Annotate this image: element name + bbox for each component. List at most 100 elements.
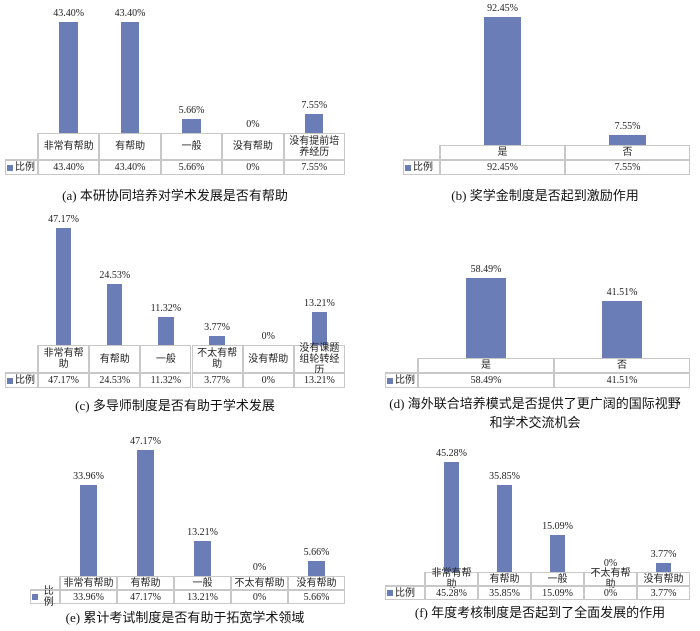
data-label: 43.40% [114, 8, 146, 19]
bar [483, 17, 522, 145]
legend-cell: 比例 [385, 373, 418, 388]
category-cell: 非常有帮助 [60, 576, 117, 590]
category-cell: 是 [418, 358, 554, 373]
data-label: 58.49% [470, 264, 502, 275]
category-cell: 不太有帮助 [231, 576, 288, 590]
value-cell: 3.77% [191, 373, 243, 388]
table-corner [385, 572, 425, 586]
value-cell: 7.55% [565, 160, 690, 175]
legend-label: 比例 [413, 162, 433, 173]
caption: (c) 多导师制度是否有助于学术发展 [75, 398, 275, 413]
data-label: 15.09% [542, 521, 573, 533]
category-cell: 没有帮助 [288, 576, 345, 590]
value-cell: 92.45% [440, 160, 565, 175]
bar [443, 462, 460, 572]
category-cell: 一般 [174, 576, 231, 590]
category-cell: 否 [554, 358, 690, 373]
category-cell: 非常有帮助 [425, 568, 478, 590]
value-cell: 0% [242, 373, 294, 388]
data-label: 0% [261, 331, 275, 342]
value-cell: 5.66% [160, 160, 223, 175]
value-cell: 13.21% [293, 373, 345, 388]
category-cell: 没有帮助 [242, 345, 294, 373]
category-cell: 非常有帮助 [38, 133, 100, 160]
data-label: 43.40% [53, 8, 85, 19]
value-cell: 15.09% [531, 586, 584, 600]
data-label: 11.32% [150, 302, 182, 314]
data-label: 5.66% [178, 104, 205, 116]
legend-swatch [7, 164, 13, 171]
value-cell: 0% [222, 160, 284, 175]
bar [496, 484, 513, 572]
value-cell: 58.49% [418, 373, 554, 388]
category-cell: 有帮助 [99, 133, 161, 160]
data-label: 47.17% [48, 214, 79, 225]
value-cell: 0% [231, 590, 288, 604]
legend-swatch [387, 590, 393, 596]
value-cell: 5.66% [288, 590, 345, 604]
data-label: 5.66% [303, 546, 330, 558]
value-cell: 47.17% [38, 373, 90, 388]
table-corner [385, 358, 418, 373]
legend-cell: 比例 [5, 373, 38, 388]
caption: (b) 奖学金制度是否起到激励作用 [451, 188, 639, 203]
category-cell: 有帮助 [89, 345, 141, 373]
bar [120, 22, 140, 133]
category-cell: 没有提前培养经历 [283, 133, 345, 160]
legend-label: 比例 [395, 587, 415, 599]
data-label: 24.53% [99, 270, 131, 282]
bar [549, 535, 566, 572]
legend-cell: 比例 [403, 160, 440, 175]
bar [193, 540, 212, 576]
caption: (f) 年度考核制度是否起到了全面发展的作用 [414, 605, 666, 620]
caption: (d) 海外联合培养模式是否提供了更广阔的国际视野和学术交流机会 [389, 396, 681, 430]
bar [55, 228, 72, 345]
category-cell: 不太有帮助 [191, 345, 243, 373]
legend-swatch [405, 164, 411, 171]
legend-label: 比例 [395, 375, 415, 386]
data-label: 7.55% [614, 120, 641, 132]
table-corner [403, 145, 440, 160]
category-cell: 没有帮助 [222, 133, 284, 160]
data-label: 41.51% [606, 287, 638, 299]
caption: (a) 本研协同培养对学术发展是否有帮助 [62, 188, 288, 203]
category-cell: 一般 [531, 572, 584, 586]
value-cell: 35.85% [478, 586, 531, 600]
data-label: 0% [252, 562, 267, 573]
data-label: 47.17% [130, 436, 161, 447]
category-cell: 是 [440, 145, 565, 160]
legend-swatch [32, 594, 38, 600]
value-cell: 33.96% [60, 590, 117, 604]
bar [209, 335, 225, 345]
value-cell: 43.40% [99, 160, 161, 175]
value-cell: 41.51% [554, 373, 690, 388]
value-cell: 7.55% [283, 160, 345, 175]
value-cell: 43.40% [38, 160, 100, 175]
value-cell: 0% [584, 586, 637, 600]
bar [79, 485, 98, 576]
category-cell: 有帮助 [478, 572, 531, 586]
category-cell: 没有课题组轮转经历 [293, 343, 345, 376]
category-cell: 否 [565, 145, 690, 160]
bar [655, 562, 672, 572]
value-cell: 13.21% [174, 590, 231, 604]
legend-label: 比例 [15, 375, 35, 386]
bar [601, 301, 643, 358]
value-cell: 24.53% [89, 373, 141, 388]
category-cell: 非常有帮助 [38, 345, 90, 373]
legend-cell: 比例 [5, 160, 38, 175]
bar [311, 312, 328, 345]
category-cell: 没有帮助 [637, 572, 690, 586]
data-label: 13.21% [187, 526, 218, 538]
value-cell: 11.32% [140, 373, 192, 388]
legend-cell: 比例 [30, 586, 60, 608]
data-label: 13.21% [303, 298, 335, 310]
data-label: 33.96% [73, 471, 104, 483]
table-corner [30, 576, 60, 590]
data-label: 45.28% [436, 448, 467, 459]
category-cell: 一般 [140, 345, 192, 373]
bar [59, 22, 78, 133]
data-label: 3.77% [650, 548, 677, 560]
bar [136, 450, 155, 576]
